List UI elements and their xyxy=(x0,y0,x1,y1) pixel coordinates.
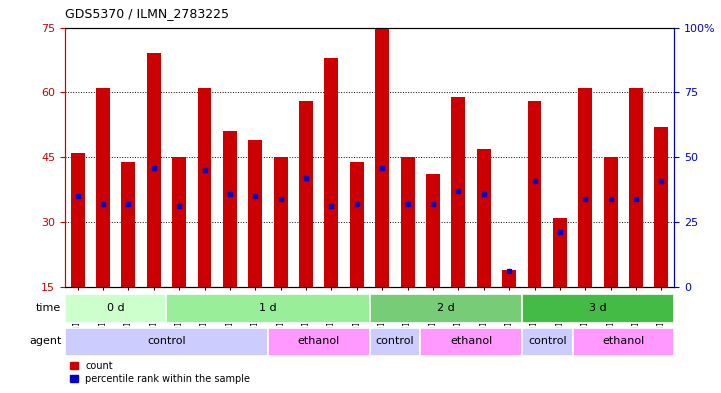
Bar xyxy=(375,28,389,287)
Bar xyxy=(198,88,211,287)
Bar xyxy=(426,174,440,287)
Bar xyxy=(71,153,84,287)
Bar xyxy=(629,88,643,287)
Bar xyxy=(299,101,313,287)
Legend: count, percentile rank within the sample: count, percentile rank within the sample xyxy=(70,361,250,384)
Text: control: control xyxy=(147,336,186,346)
FancyBboxPatch shape xyxy=(420,328,522,356)
Text: control: control xyxy=(528,336,567,346)
Text: control: control xyxy=(376,336,414,346)
Bar xyxy=(578,88,592,287)
Bar xyxy=(502,270,516,287)
FancyBboxPatch shape xyxy=(572,328,674,356)
Bar xyxy=(223,131,237,287)
Text: 2 d: 2 d xyxy=(437,303,454,313)
Bar xyxy=(603,157,618,287)
Text: 0 d: 0 d xyxy=(107,303,125,313)
Text: ethanol: ethanol xyxy=(450,336,492,346)
Bar xyxy=(401,157,415,287)
Bar xyxy=(147,53,161,287)
Bar xyxy=(655,127,668,287)
Bar xyxy=(553,218,567,287)
Bar xyxy=(477,149,491,287)
Bar xyxy=(451,97,465,287)
Bar xyxy=(274,157,288,287)
FancyBboxPatch shape xyxy=(369,328,420,356)
Text: 3 d: 3 d xyxy=(589,303,607,313)
Text: GDS5370 / ILMN_2783225: GDS5370 / ILMN_2783225 xyxy=(65,7,229,20)
Bar xyxy=(96,88,110,287)
Text: ethanol: ethanol xyxy=(602,336,645,346)
FancyBboxPatch shape xyxy=(65,294,167,323)
Bar xyxy=(350,162,364,287)
FancyBboxPatch shape xyxy=(268,328,369,356)
FancyBboxPatch shape xyxy=(522,294,674,323)
Text: ethanol: ethanol xyxy=(298,336,340,346)
FancyBboxPatch shape xyxy=(522,328,572,356)
Bar xyxy=(248,140,262,287)
Bar xyxy=(324,58,338,287)
FancyBboxPatch shape xyxy=(65,328,268,356)
Text: time: time xyxy=(36,303,61,312)
Text: agent: agent xyxy=(29,336,61,346)
Bar xyxy=(528,101,541,287)
Text: 1 d: 1 d xyxy=(259,303,277,313)
FancyBboxPatch shape xyxy=(167,294,369,323)
Bar xyxy=(172,157,186,287)
Bar xyxy=(121,162,136,287)
FancyBboxPatch shape xyxy=(369,294,522,323)
